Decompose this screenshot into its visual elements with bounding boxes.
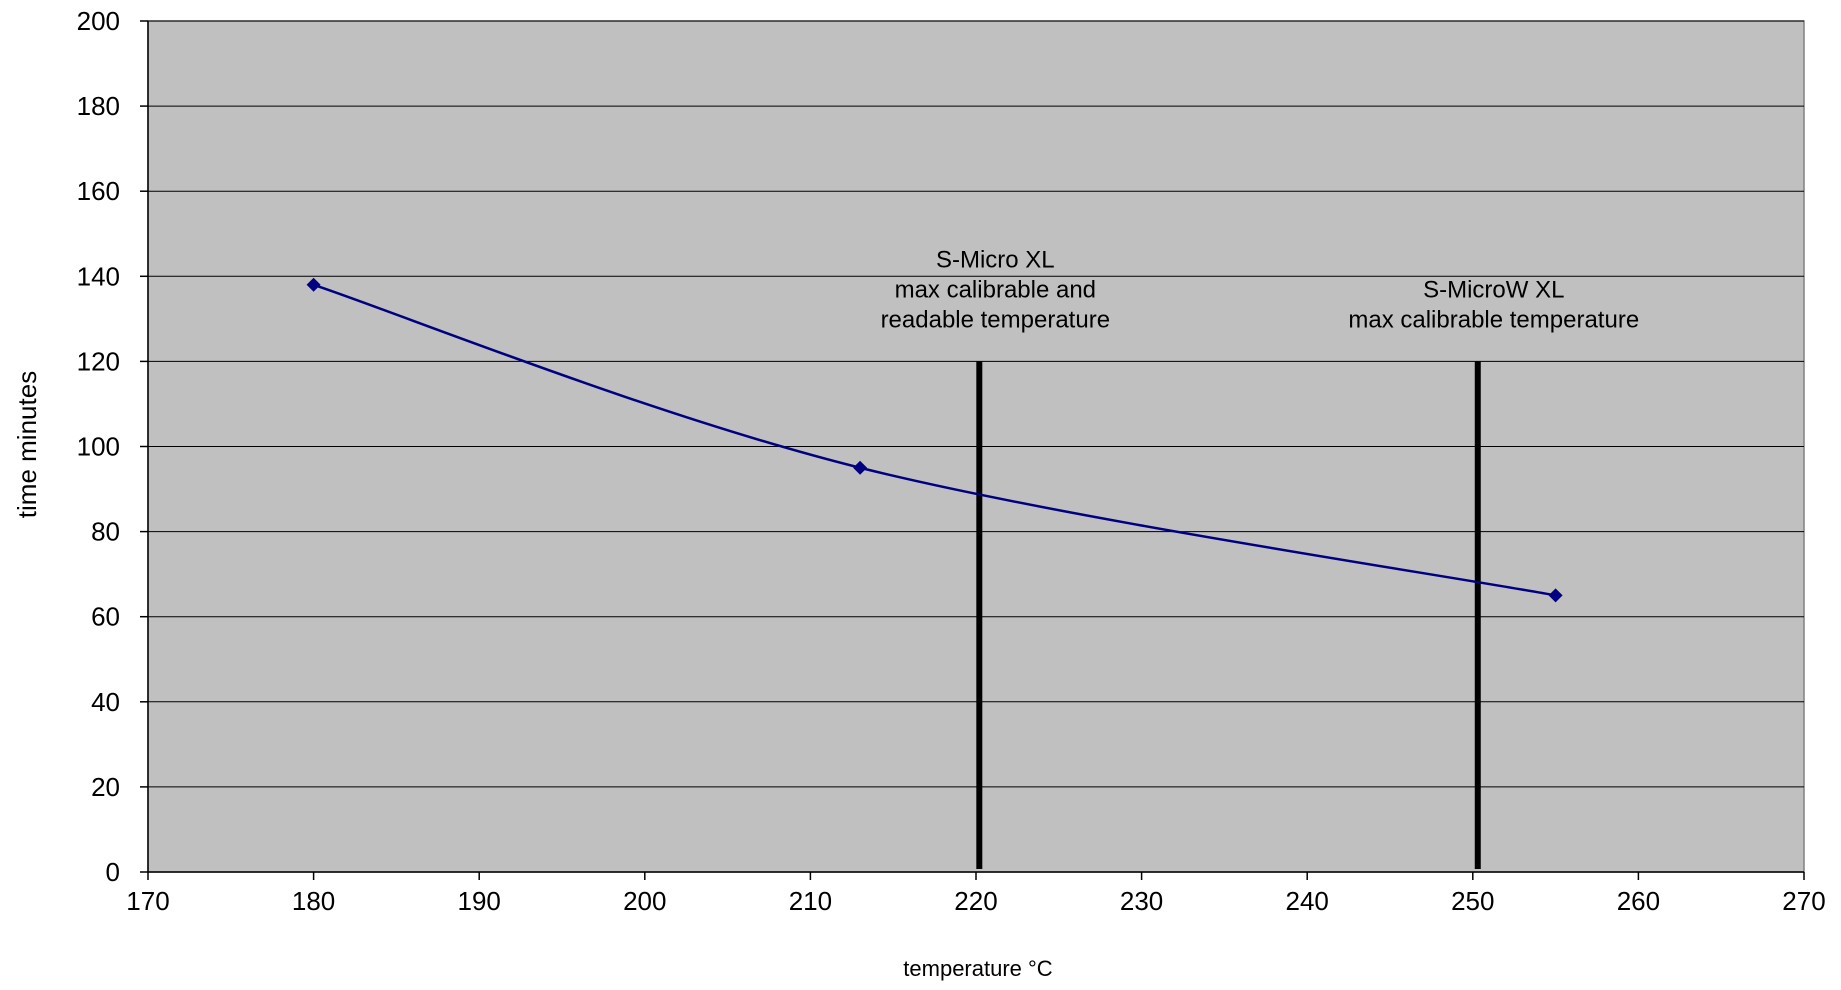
y-tick-label: 180 [77,91,120,121]
data-point [853,460,868,475]
annotation-text: S-Micro XL [936,246,1055,273]
x-tick-label: 170 [126,886,169,916]
y-tick-label: 200 [77,6,120,36]
x-tick-label: 270 [1782,886,1825,916]
annotations: S-Micro XL max calibrable and readable tem… [881,246,1639,869]
x-tick-label: 230 [1120,886,1163,916]
data-point [306,277,321,292]
series [306,277,1563,603]
y-tick-label: 40 [91,687,120,717]
x-tick-label: 250 [1451,886,1494,916]
x-tick-label: 200 [623,886,666,916]
gridlines [148,20,1804,788]
annotation-text: S-MicroW XL [1423,276,1564,303]
y-tick-label: 120 [77,346,120,376]
y-tick-labels: 0 20 40 60 80 100 120 140 160 180 200 [77,6,148,887]
y-tick-label: 140 [77,261,120,291]
y-tick-label: 60 [91,602,120,632]
y-tick-label: 80 [91,517,120,547]
y-tick-label: 160 [77,176,120,206]
x-tick-label: 220 [954,886,997,916]
x-tick-label: 260 [1617,886,1660,916]
x-tick-label: 240 [1286,886,1329,916]
annotation-text: max calibrable and [895,276,1096,303]
x-tick-label: 210 [789,886,832,916]
x-axis-label: temperature °C [903,956,1053,981]
annotation-text: readable temperature [881,306,1110,333]
y-axis-label: time minutes [12,371,42,518]
y-tick-label: 100 [77,432,120,462]
x-tick-label: 180 [292,886,335,916]
x-tick-label: 190 [458,886,501,916]
data-point [1548,588,1563,603]
y-tick-label: 20 [91,772,120,802]
y-tick-label: 0 [106,857,120,887]
annotation-text: max calibrable temperature [1348,306,1639,333]
x-tick-labels: 170 180 190 200 210 220 230 240 250 260 270 [126,872,1826,916]
